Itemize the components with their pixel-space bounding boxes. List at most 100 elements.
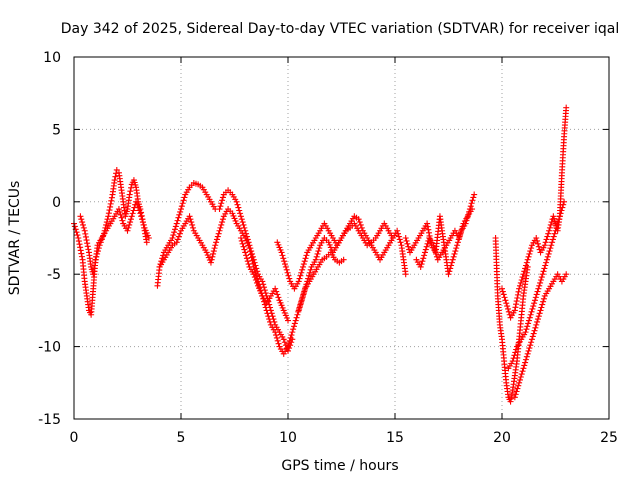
data-point [103, 221, 110, 228]
data-point [307, 266, 314, 273]
data-point [528, 245, 535, 252]
data-point [527, 342, 534, 349]
data-point [471, 191, 478, 198]
data-point [467, 203, 474, 210]
chart-title: Day 342 of 2025, Sidereal Day-to-day VTE… [61, 21, 619, 37]
data-point [539, 271, 546, 278]
data-point [140, 221, 147, 228]
data-point [243, 255, 250, 262]
data-point [108, 194, 115, 201]
data-point [521, 268, 528, 275]
data-point [534, 318, 541, 325]
axis-ticks [73, 56, 610, 420]
data-point [423, 243, 430, 250]
data-point [169, 235, 176, 241]
data-point [296, 304, 303, 311]
x-tick-label: 20 [493, 430, 511, 446]
data-point [425, 229, 432, 236]
data-point [528, 336, 535, 343]
data-point [445, 271, 452, 278]
data-point [285, 340, 292, 347]
data-point [176, 211, 183, 218]
data-point [178, 206, 184, 213]
data-point [173, 220, 180, 227]
data-point [261, 301, 268, 308]
data-point [424, 223, 431, 230]
data-point [520, 271, 527, 278]
data-point [219, 216, 226, 223]
data-point [260, 295, 267, 302]
data-point [233, 198, 240, 205]
data-point [548, 219, 555, 226]
data-point [452, 248, 459, 255]
data-point [126, 221, 133, 228]
y-tick-label: 5 [52, 122, 61, 138]
data-point [288, 332, 295, 339]
data-point [459, 223, 466, 230]
data-point [290, 323, 297, 330]
data-point [78, 250, 85, 257]
data-point [543, 236, 550, 243]
data-point [280, 255, 287, 262]
data-point [529, 333, 536, 340]
data-point [79, 221, 86, 228]
data-point [73, 229, 80, 236]
data-point [515, 288, 522, 295]
data-point [187, 216, 194, 223]
data-point [512, 349, 519, 356]
data-point [127, 219, 134, 226]
data-point [173, 239, 180, 246]
data-point [525, 253, 532, 260]
plot-frame [73, 56, 610, 420]
data-point [430, 242, 437, 249]
x-tick-label: 10 [279, 430, 297, 446]
data-point [425, 226, 432, 233]
data-point [212, 242, 219, 249]
data-point [211, 245, 218, 252]
data-point [511, 394, 518, 401]
data-point [541, 265, 548, 272]
data-point [300, 261, 307, 268]
data-point [273, 334, 280, 341]
data-point [275, 340, 282, 347]
data-point [216, 206, 223, 213]
x-tick-label: 15 [386, 430, 404, 446]
data-point [301, 258, 308, 265]
data-point [281, 339, 288, 346]
data-point [504, 303, 511, 310]
data-point [525, 317, 532, 324]
data-point [296, 275, 303, 282]
data-point [499, 288, 506, 295]
data-point [247, 251, 254, 258]
data-point [458, 226, 465, 233]
data-point [537, 279, 544, 286]
data-point [522, 329, 529, 336]
data-point [468, 200, 475, 207]
data-point [516, 285, 523, 292]
data-point [127, 216, 134, 223]
data-point [210, 248, 217, 255]
data-point [402, 271, 409, 278]
data-point [75, 238, 82, 245]
data-point [542, 239, 549, 246]
data-point [297, 301, 304, 308]
data-point [177, 208, 184, 215]
data-point [534, 288, 541, 295]
data-point [304, 278, 311, 285]
data-point [395, 233, 402, 240]
data-point [133, 198, 140, 205]
data-point [539, 301, 546, 308]
data-point [355, 216, 362, 223]
data-point [107, 203, 114, 210]
data-point [170, 232, 177, 239]
data-point [446, 268, 453, 275]
data-point [520, 365, 527, 372]
data-point [252, 276, 259, 283]
data-point [251, 274, 258, 281]
data-point [237, 235, 244, 241]
data-point [265, 313, 272, 320]
data-point [81, 227, 88, 234]
data-point [71, 223, 78, 230]
data-marks [71, 104, 570, 405]
data-point [274, 337, 281, 344]
